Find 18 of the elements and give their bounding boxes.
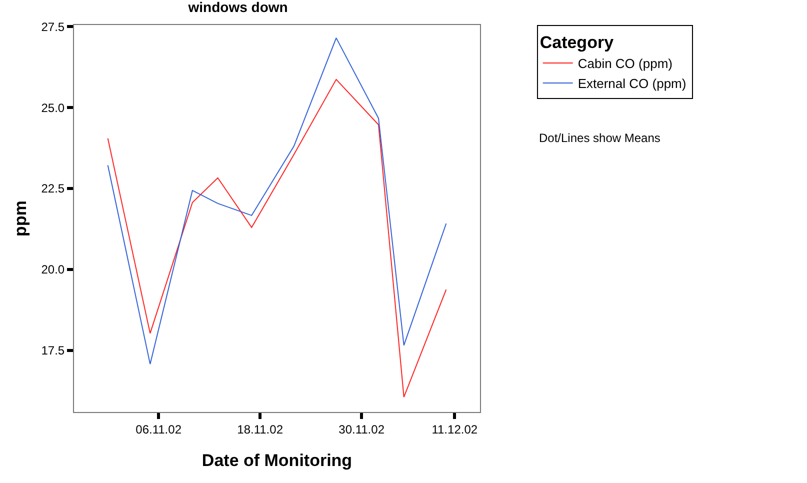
y-axis-title: ppm [10,200,30,236]
x-tick-label: 06.11.02 [136,422,182,436]
text: Dot/Lines show Means [539,131,660,145]
y-tick-label: 17.5 [41,344,65,358]
legend-label: External CO (ppm) [578,76,686,92]
legend-title: Category [540,33,614,52]
y-tick-label: 27.5 [41,20,65,34]
x-tick-label: 11.12.02 [432,422,478,436]
chart-title: windows down [187,0,288,16]
line-series [107,37,447,365]
y-tick-label: 20.0 [41,262,65,277]
line-series [107,78,447,398]
x-tick-label: 30.11.02 [338,422,385,436]
x-tick-label: 18.11.02 [237,422,284,436]
y-tick-label: 25.0 [41,100,65,115]
y-tick-label: 22.5 [41,182,65,196]
x-axis-title: Date of Monitoring [202,450,352,470]
legend-label: Cabin CO (ppm) [578,56,672,72]
